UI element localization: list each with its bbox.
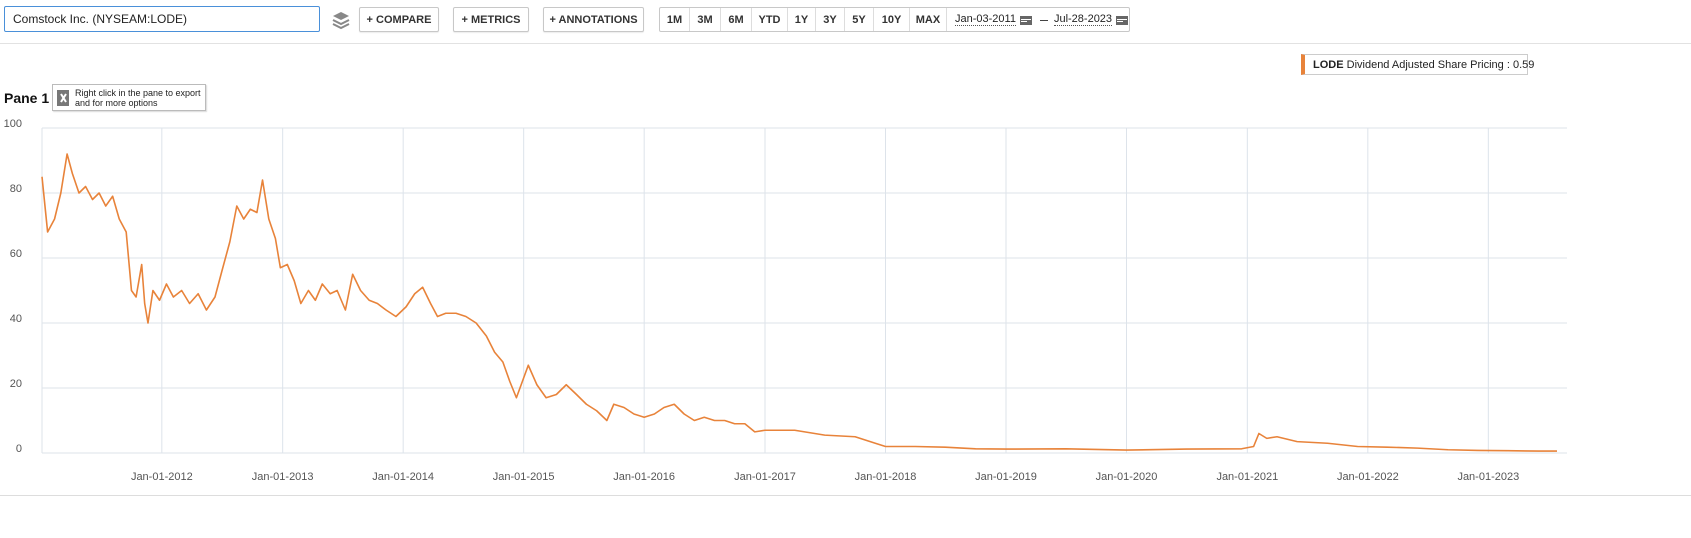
pane-title: Pane 1	[4, 90, 50, 106]
range-button[interactable]: 1Y	[788, 8, 816, 31]
start-date-text: Jan-03-2011	[955, 13, 1016, 26]
legend-last-value: 0.59	[1512, 59, 1535, 71]
x-tick-label: Jan-01-2021	[1216, 471, 1278, 483]
x-tick-label: Jan-01-2020	[1096, 471, 1158, 483]
y-tick-label: 20	[10, 378, 22, 390]
range-button[interactable]: 1M	[660, 8, 690, 31]
x-tick-label: Jan-01-2013	[252, 471, 314, 483]
x-tick-label: Jan-01-2017	[734, 471, 796, 483]
range-button[interactable]: 3Y	[816, 8, 845, 31]
x-tick-label: Jan-01-2015	[493, 471, 555, 483]
date-separator	[1039, 20, 1048, 21]
y-tick-label: 40	[10, 313, 22, 325]
x-tick-label: Jan-01-2018	[855, 471, 917, 483]
x-tick-label: Jan-01-2023	[1457, 471, 1519, 483]
layers-icon[interactable]	[331, 10, 351, 32]
excel-icon	[57, 89, 69, 106]
range-group: 1M 3M 6M YTD 1Y 3Y 5Y 10Y MAX Jan-03-2011 Jul-28-2…	[659, 7, 1130, 32]
toolbar-divider	[0, 43, 1691, 44]
compare-button[interactable]: + COMPARE	[359, 7, 439, 32]
search-box[interactable]: Comstock Inc. (NYSEAM:LODE)	[4, 6, 320, 32]
range-button[interactable]: MAX	[910, 8, 947, 31]
y-tick-label: 0	[16, 443, 22, 455]
range-button[interactable]: 5Y	[845, 8, 874, 31]
y-tick-label: 60	[10, 248, 22, 260]
price-line	[41, 153, 1558, 452]
metrics-button[interactable]: + METRICS	[453, 7, 529, 32]
start-date[interactable]: Jan-03-2011	[955, 8, 1032, 31]
y-tick-label: 80	[10, 183, 22, 195]
x-tick-label: Jan-01-2022	[1337, 471, 1399, 483]
x-tick-label: Jan-01-2014	[372, 471, 434, 483]
x-tick-label: Jan-01-2012	[131, 471, 193, 483]
pane-bottom	[0, 495, 1691, 496]
end-date[interactable]: Jul-28-2023	[1053, 8, 1129, 31]
export-tip-text: Right click in the pane to export and fo…	[74, 87, 201, 108]
range-button[interactable]: 3M	[690, 8, 721, 31]
range-button[interactable]: 6M	[721, 8, 752, 31]
range-button[interactable]: 10Y	[874, 8, 910, 31]
annotations-button[interactable]: + ANNOTATIONS	[543, 7, 644, 32]
y-tick-label: 100	[4, 118, 22, 130]
legend-series: LODE	[1313, 59, 1344, 71]
range-button[interactable]: YTD	[752, 8, 788, 31]
export-tip[interactable]: Right click in the pane to export and fo…	[52, 84, 206, 111]
end-date-text: Jul-28-2023	[1053, 13, 1113, 26]
legend: LODE Dividend Adjusted Share Pricing : 0…	[1301, 54, 1534, 75]
legend-text: Dividend Adjusted Share Pricing :	[1346, 59, 1510, 71]
x-tick-label: Jan-01-2016	[613, 471, 675, 483]
x-tick-label: Jan-01-2019	[975, 471, 1037, 483]
